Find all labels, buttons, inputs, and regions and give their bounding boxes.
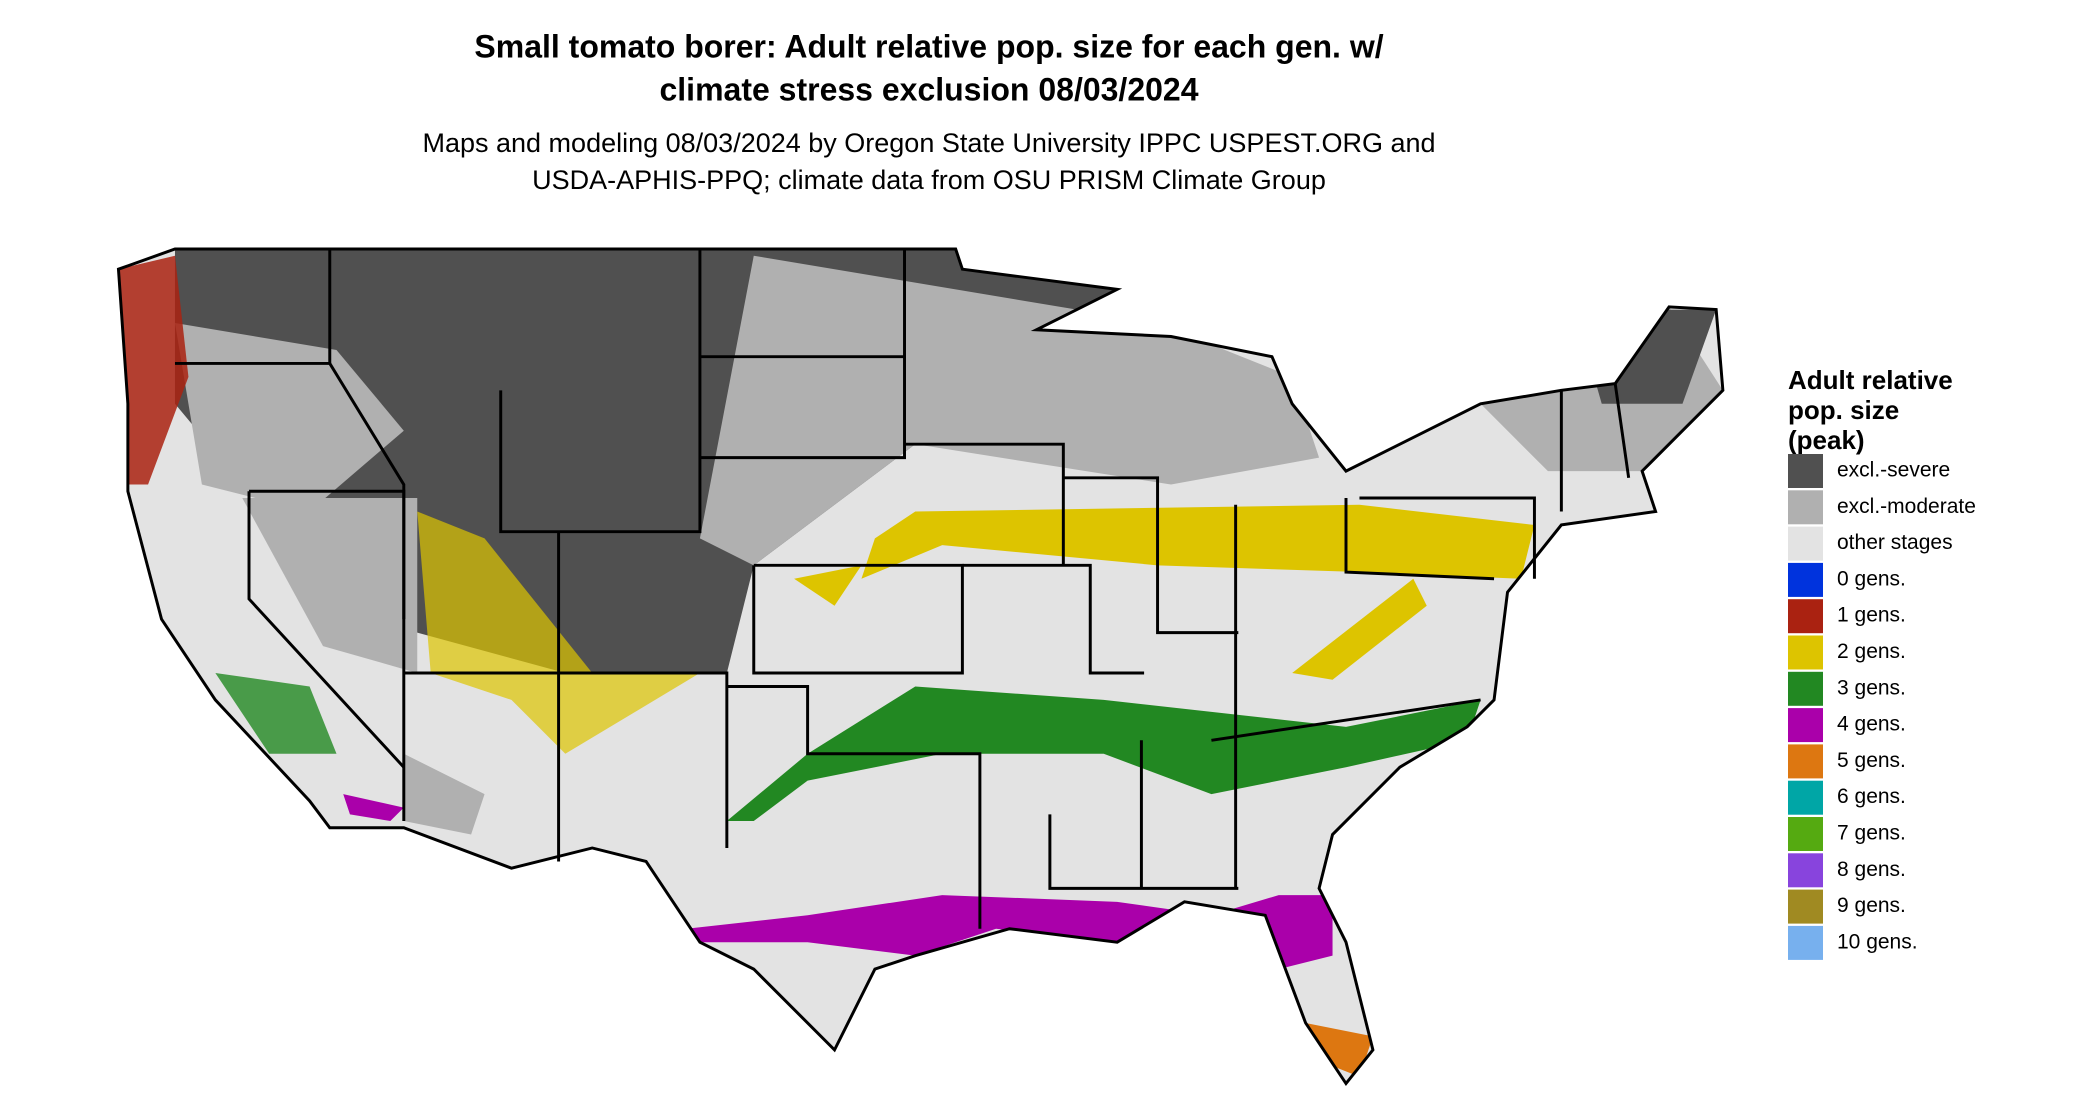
legend-label: excl.-severe [1837, 459, 1950, 482]
legend-label: 3 gens. [1837, 676, 1906, 699]
legend-swatch [1788, 454, 1823, 488]
legend-title: pop. size [1788, 395, 1899, 425]
legend-label: 6 gens. [1837, 785, 1906, 808]
legend-label: 9 gens. [1837, 894, 1906, 917]
legend-label: 2 gens. [1837, 640, 1906, 663]
legend-label: 8 gens. [1837, 858, 1906, 881]
subtitle: USDA-APHIS-PPQ; climate data from OSU PR… [532, 165, 1326, 195]
legend-label: 4 gens. [1837, 713, 1906, 736]
title: climate stress exclusion 08/03/2024 [659, 71, 1198, 107]
us-map [116, 247, 1725, 1086]
legend-label: 0 gens. [1837, 567, 1906, 590]
state-lines [174, 249, 1631, 929]
legend-title: (peak) [1788, 425, 1865, 455]
legend-swatch [1788, 925, 1823, 960]
legend-label: 10 gens. [1837, 930, 1918, 953]
legend-swatch [1788, 635, 1823, 670]
legend-swatch [1788, 526, 1823, 561]
legend-swatch [1788, 817, 1823, 851]
legend-swatch [1788, 708, 1823, 743]
legend-swatch [1788, 599, 1823, 634]
legend-label: 1 gens. [1837, 604, 1906, 627]
legend-swatch [1788, 889, 1823, 924]
legend-title: Adult relative [1788, 365, 1953, 395]
legend-swatch [1788, 562, 1823, 597]
legend-swatch [1788, 853, 1823, 888]
legend-swatch [1788, 780, 1823, 815]
legend-label: 5 gens. [1837, 749, 1906, 772]
legend-swatch [1788, 744, 1823, 779]
legend-label: excl.-moderate [1837, 495, 1976, 518]
title: Small tomato borer: Adult relative pop. … [474, 28, 1383, 64]
subtitle: Maps and modeling 08/03/2024 by Oregon S… [422, 128, 1435, 158]
legend-label: 7 gens. [1837, 822, 1906, 845]
legend-swatch [1788, 671, 1823, 706]
legend-swatch [1788, 490, 1823, 525]
legend-label: other stages [1837, 531, 1953, 554]
